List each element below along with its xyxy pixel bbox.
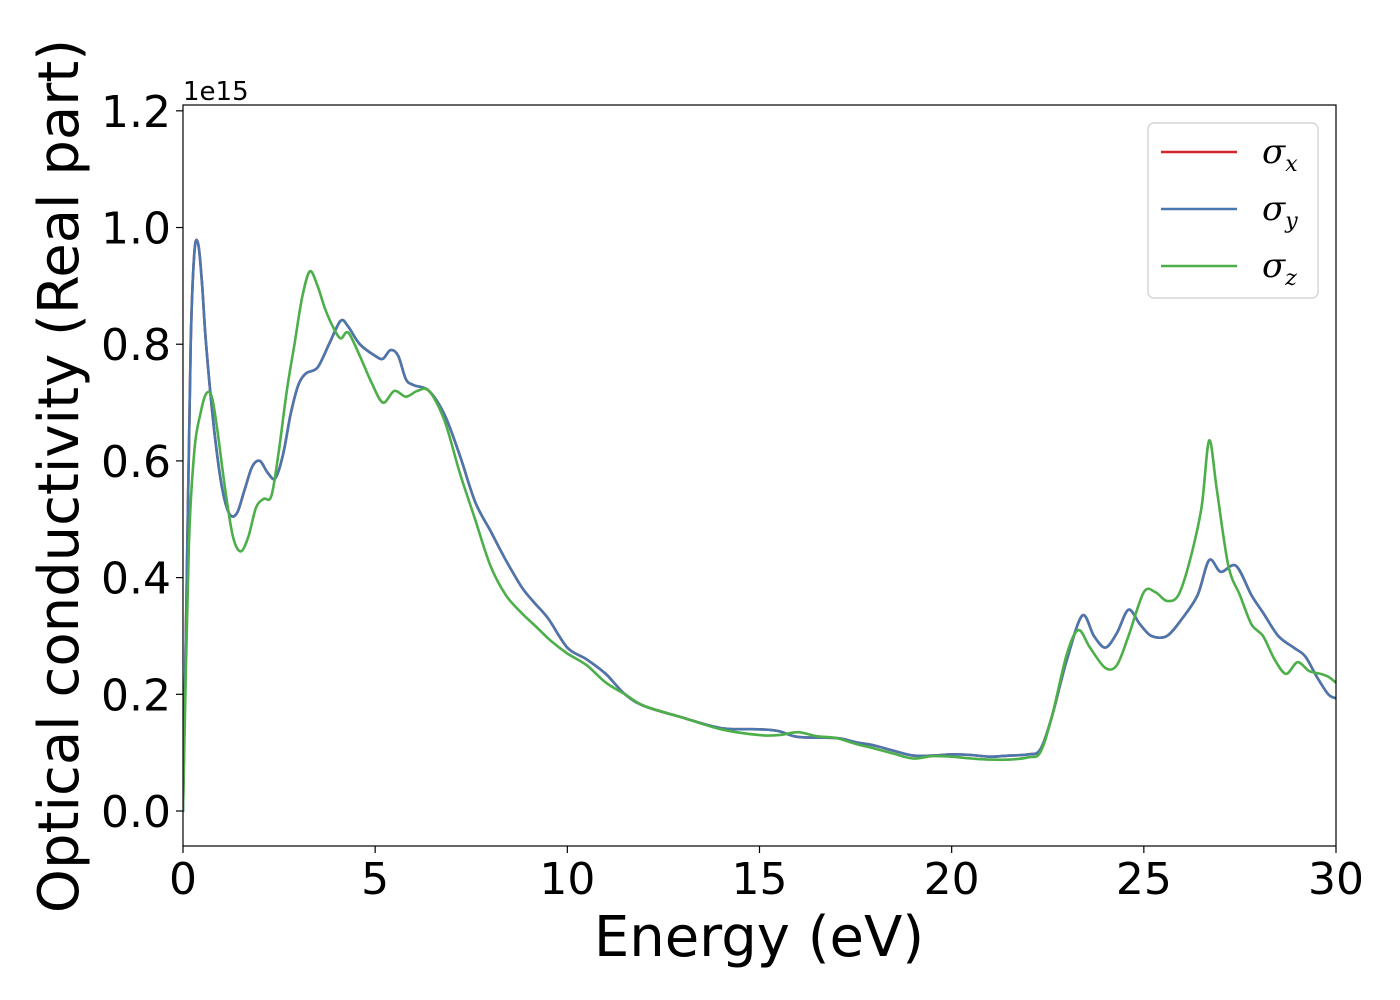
x-tick-label: 15 (732, 854, 788, 905)
x-tick-label: 10 (539, 854, 595, 905)
y-axis-label: Optical conductivity (Real part) (27, 39, 92, 913)
y-tick-label: 1.0 (101, 204, 171, 255)
y-tick-label: 1.2 (101, 87, 171, 138)
series-layer (183, 238, 1336, 813)
y-tick-label: 0.6 (101, 437, 171, 488)
x-axis-ticks: 0 5 10 15 20 25 30 (169, 846, 1364, 905)
x-tick-label: 20 (924, 854, 980, 905)
legend-box (1147, 122, 1319, 299)
series-line-z (183, 269, 1336, 813)
x-axis-label: Energy (eV) (594, 905, 924, 970)
y-offset-label: 1e15 (183, 77, 249, 107)
series-line-y (183, 238, 1336, 813)
legend-label-z: σz (1262, 246, 1297, 291)
x-tick-label: 30 (1308, 854, 1364, 905)
y-tick-label: 0.0 (101, 787, 171, 838)
y-tick-label: 0.4 (101, 554, 171, 605)
legend: σx σy σz (1147, 122, 1319, 299)
legend-label-y: σy (1262, 189, 1298, 234)
y-tick-label: 0.2 (101, 670, 171, 721)
y-axis-ticks: 0.0 0.2 0.4 0.6 0.8 1.0 1.2 (101, 87, 183, 838)
x-tick-label: 0 (169, 854, 197, 905)
plot-area (182, 104, 1337, 847)
y-tick-label: 0.8 (101, 320, 171, 371)
x-tick-label: 25 (1116, 854, 1172, 905)
legend-label-x: σx (1262, 132, 1298, 177)
x-tick-label: 5 (361, 854, 389, 905)
